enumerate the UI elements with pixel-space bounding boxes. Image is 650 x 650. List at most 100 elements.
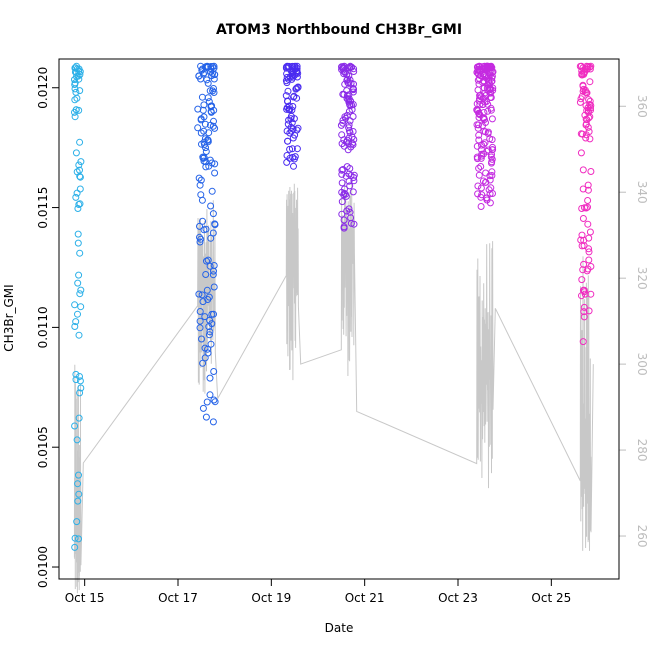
- data-point: [194, 105, 202, 113]
- data-point: [487, 89, 495, 97]
- data-point: [579, 82, 587, 90]
- data-point: [350, 68, 358, 75]
- data-point: [209, 70, 216, 77]
- data-point: [293, 73, 301, 81]
- data-point: [343, 207, 351, 215]
- data-point: [76, 138, 84, 146]
- data-point: [74, 239, 82, 247]
- data-point: [206, 374, 214, 382]
- chart-title: ATOM3 Northbound CH3Br_GMI: [216, 22, 462, 38]
- data-point: [208, 187, 216, 195]
- data-point: [481, 116, 488, 123]
- data-point: [284, 75, 292, 83]
- data-point: [338, 140, 346, 148]
- data-point: [338, 198, 346, 206]
- data-point: [75, 201, 83, 208]
- data-point: [349, 88, 357, 96]
- data-point: [347, 214, 355, 222]
- data-point: [76, 166, 83, 174]
- data-point: [586, 113, 594, 121]
- data-point: [75, 490, 83, 498]
- data-point: [479, 101, 487, 109]
- data-point: [581, 290, 589, 298]
- data-point: [477, 154, 485, 162]
- data-point: [485, 73, 492, 81]
- data-point: [203, 76, 211, 84]
- data-point: [487, 106, 495, 114]
- y2-tick-label: 300: [635, 353, 649, 376]
- data-point: [72, 193, 80, 201]
- altitude-line: [73, 180, 594, 594]
- data-point: [209, 271, 217, 279]
- data-point: [196, 238, 204, 246]
- data-point: [197, 191, 205, 199]
- data-point: [77, 286, 85, 294]
- data-point: [350, 220, 358, 228]
- data-point: [210, 267, 217, 275]
- data-point: [288, 145, 296, 153]
- data-point: [76, 71, 84, 79]
- data-point: [77, 384, 85, 392]
- data-point: [582, 131, 590, 139]
- data-point: [343, 95, 351, 102]
- data-point: [579, 64, 587, 72]
- data-point: [211, 398, 219, 406]
- data-point: [202, 225, 210, 233]
- data-point: [76, 87, 84, 95]
- data-point: [586, 78, 594, 86]
- y-tick-label: 0.0115: [36, 187, 50, 229]
- data-point: [198, 66, 206, 74]
- data-point: [349, 188, 357, 196]
- data-point: [284, 137, 292, 145]
- data-point: [76, 200, 84, 208]
- data-point: [210, 89, 218, 96]
- data-point: [350, 177, 358, 185]
- data-point: [196, 222, 203, 230]
- data-point: [480, 77, 487, 85]
- data-point: [485, 186, 493, 194]
- data-point: [71, 85, 79, 93]
- data-point: [197, 176, 205, 184]
- data-point: [71, 64, 79, 72]
- data-point: [199, 404, 207, 412]
- data-point: [203, 398, 211, 406]
- data-point: [580, 313, 588, 321]
- data-point: [76, 377, 84, 385]
- data-point: [73, 518, 81, 526]
- data-point: [199, 298, 207, 306]
- data-point: [578, 205, 586, 212]
- data-point: [289, 134, 297, 142]
- data-point: [286, 154, 294, 162]
- data-point: [341, 185, 348, 193]
- data-point: [200, 154, 208, 161]
- data-point: [288, 127, 295, 135]
- data-point: [475, 171, 483, 179]
- data-point: [477, 163, 485, 170]
- x-tick-label: Oct 23: [438, 591, 478, 605]
- data-point: [71, 113, 79, 121]
- data-point: [480, 70, 488, 78]
- data-point: [580, 303, 588, 311]
- data-point: [204, 94, 212, 102]
- data-point: [484, 62, 492, 70]
- y2-tick-label: 360: [635, 95, 649, 118]
- data-point: [343, 136, 351, 144]
- x-axis-label: Date: [325, 621, 354, 635]
- data-point: [290, 162, 297, 170]
- data-point: [345, 121, 353, 129]
- y-axis-label: CH3Br_GMI: [2, 284, 16, 351]
- data-point: [482, 91, 490, 99]
- data-point: [482, 119, 489, 126]
- data-point: [210, 396, 218, 404]
- data-point: [579, 338, 587, 346]
- data-point: [211, 160, 219, 168]
- data-point: [207, 65, 215, 73]
- x-tick-label: Oct 15: [65, 591, 105, 605]
- data-point: [586, 228, 594, 236]
- data-point: [204, 256, 212, 264]
- data-point: [489, 68, 497, 76]
- data-point: [340, 224, 348, 232]
- data-point: [339, 166, 347, 173]
- data-point: [284, 87, 292, 95]
